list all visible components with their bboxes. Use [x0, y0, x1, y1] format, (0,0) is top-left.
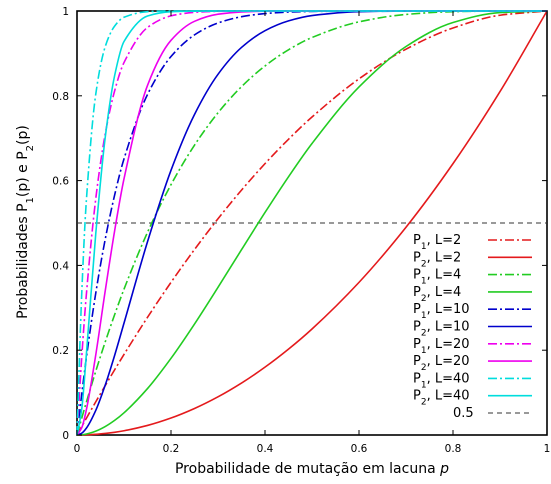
- legend-label-p1-4: P1, L=4: [413, 268, 461, 287]
- legend: P1, L=2P2, L=2P1, L=4P2, L=4P1, L=10P2, …: [413, 233, 532, 421]
- series-line-p1-l2: [76, 10, 548, 436]
- y-tick-label: 0.8: [52, 91, 69, 103]
- series-group: [76, 10, 548, 436]
- x-axis-label-variable: p: [439, 461, 449, 477]
- legend-label-p2-2: P2, L=2: [413, 250, 461, 269]
- legend-label-p1-20: P1, L=20: [413, 337, 470, 356]
- series-line-p1-l4: [76, 10, 548, 436]
- x-tick-label: 0.4: [257, 443, 274, 455]
- legend-label-reference: 0.5: [453, 406, 474, 421]
- legend-label-p1-40: P1, L=40: [413, 371, 470, 390]
- y-axis-label-part3: (p): [15, 125, 31, 145]
- legend-label-p2-4: P2, L=4: [413, 285, 461, 304]
- legend-label-p2-20: P2, L=20: [413, 354, 470, 373]
- x-tick-label: 0.2: [163, 443, 180, 455]
- y-tick-label: 0.2: [52, 345, 69, 357]
- x-tick-label: 0.6: [351, 443, 368, 455]
- y-tick-label: 0.4: [52, 260, 69, 272]
- legend-label-p1-2: P1, L=2: [413, 233, 461, 252]
- y-tick-label: 0.6: [52, 176, 69, 188]
- y-axis-label-sub1: 1: [25, 197, 36, 203]
- ticks-group: 0 0.2 0.4 0.6 0.8 1 0 0.2 0.4 0.6 0.8 1: [52, 6, 550, 455]
- x-tick-label: 1: [544, 443, 551, 455]
- y-axis-label: Probabilidades P1(p) e P2(p): [15, 125, 36, 319]
- y-tick-label: 0: [62, 430, 69, 442]
- series-line-p2-l2: [76, 10, 548, 436]
- x-tick-label: 0: [74, 443, 81, 455]
- y-axis-label-part1: Probabilidades P: [15, 203, 31, 318]
- legend-label-p2-10: P2, L=10: [413, 320, 470, 339]
- y-axis-label-part2: (p) e P: [15, 151, 31, 197]
- y-tick-label: 1: [62, 6, 69, 18]
- series-line-p2-l4: [76, 10, 548, 436]
- legend-label-p1-10: P1, L=10: [413, 302, 470, 321]
- x-axis-label-text: Probabilidade de mutação em lacuna: [175, 461, 436, 477]
- legend-label-p2-40: P2, L=40: [413, 389, 470, 408]
- y-axis-label-sub2: 2: [25, 145, 36, 151]
- series-line-p2-l40: [76, 10, 547, 436]
- x-axis-label: Probabilidade de mutação em lacuna p: [175, 461, 449, 477]
- x-tick-label: 0.8: [445, 443, 462, 455]
